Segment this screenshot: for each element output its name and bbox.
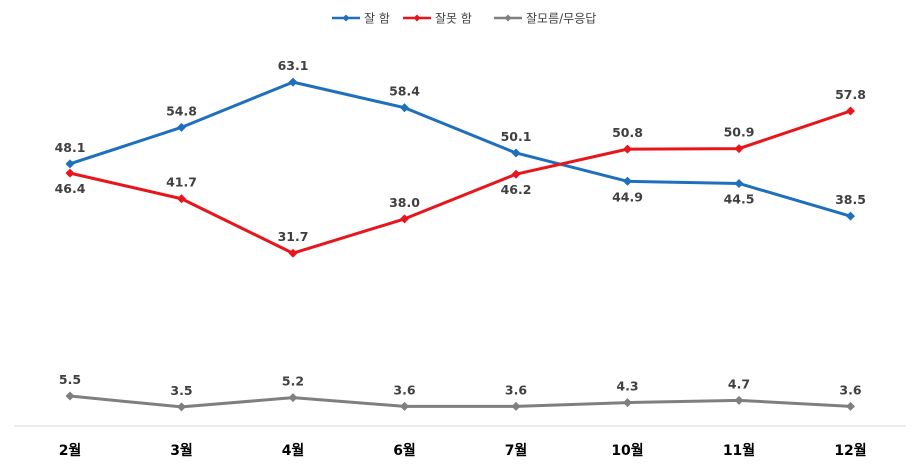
data-label: 41.7	[166, 175, 197, 190]
data-label: 63.1	[278, 58, 309, 73]
series-line-0	[69, 80, 851, 218]
x-tick-label: 10월	[611, 442, 643, 459]
data-point	[846, 401, 855, 411]
data-label: 38.0	[389, 195, 420, 210]
data-label: 5.2	[282, 374, 304, 389]
data-label: 3.6	[393, 382, 415, 397]
data-label: 38.5	[835, 192, 866, 207]
x-tick-label: 11월	[723, 442, 755, 459]
x-tick-label: 12월	[834, 442, 866, 459]
data-label: 3.6	[505, 382, 527, 397]
data-point	[400, 401, 409, 411]
data-point	[623, 398, 632, 408]
x-tick-label: 3월	[170, 442, 193, 459]
data-label: 50.1	[501, 129, 532, 144]
data-point	[288, 77, 298, 87]
data-point	[177, 194, 186, 204]
data-point	[65, 168, 75, 178]
data-point	[734, 178, 744, 188]
data-point	[734, 144, 744, 154]
data-label: 31.7	[278, 229, 309, 244]
data-point	[177, 402, 186, 412]
data-point	[623, 144, 632, 154]
data-point	[288, 393, 298, 403]
data-label: 54.8	[166, 103, 197, 118]
x-tick-label: 4월	[282, 442, 305, 459]
data-label: 5.5	[59, 372, 81, 387]
data-point	[846, 211, 855, 221]
data-label: 4.3	[616, 379, 638, 394]
data-point	[400, 214, 409, 224]
data-point	[400, 103, 409, 113]
data-label: 3.5	[170, 383, 192, 398]
data-point	[288, 248, 298, 258]
data-point	[623, 176, 632, 186]
legend-label-2: 잘모름/무응답	[526, 12, 596, 26]
data-point	[511, 401, 521, 411]
data-point	[846, 106, 855, 116]
data-label: 46.2	[501, 182, 532, 197]
data-label: 44.9	[612, 189, 643, 204]
data-label: 46.4	[55, 181, 86, 196]
data-point	[65, 391, 75, 401]
data-label: 44.5	[724, 191, 755, 206]
data-label: 50.9	[724, 125, 755, 140]
x-tick-label: 6월	[393, 442, 416, 459]
legend: 잘 함 잘못 함 잘모름/무응답	[332, 12, 596, 26]
data-label: 57.8	[835, 87, 866, 102]
data-label: 48.1	[55, 140, 86, 155]
data-point	[65, 159, 75, 169]
series-line-2	[69, 394, 851, 409]
x-tick-label: 2월	[59, 442, 82, 459]
data-label: 4.7	[728, 376, 750, 391]
legend-marker-0	[342, 14, 350, 22]
legend-label-0: 잘 함	[364, 12, 390, 26]
legend-label-1: 잘못 함	[435, 12, 472, 26]
data-label: 58.4	[389, 84, 420, 99]
legend-marker-1	[413, 14, 421, 22]
data-point	[734, 395, 744, 405]
series-line-1	[69, 109, 851, 255]
data-label: 3.6	[839, 382, 861, 397]
data-point	[177, 122, 186, 132]
data-point	[511, 148, 521, 158]
x-tick-label: 7월	[505, 442, 528, 459]
data-point	[511, 169, 521, 179]
legend-marker-2	[504, 14, 512, 22]
data-label: 50.8	[612, 125, 643, 140]
